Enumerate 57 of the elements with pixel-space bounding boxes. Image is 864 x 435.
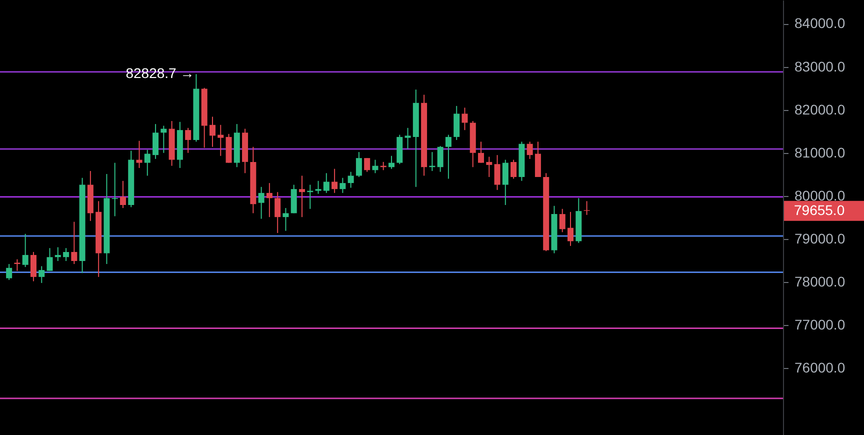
text: 79655.0 <box>794 202 845 218</box>
candlestick <box>120 180 126 209</box>
candlestick <box>54 246 61 262</box>
candlestick <box>160 125 167 154</box>
candlestick <box>298 175 305 218</box>
y-tick-label: 79000.0 <box>794 230 846 247</box>
candlestick <box>502 159 508 206</box>
candlestick <box>152 124 159 160</box>
candlestick <box>356 152 362 178</box>
candlestick <box>315 180 322 194</box>
candlestick <box>38 266 45 284</box>
y-tick-label: 76000.0 <box>794 360 846 376</box>
y-tick-label: 81000.0 <box>794 144 846 160</box>
candlestick <box>462 107 468 131</box>
candlestick <box>372 159 378 174</box>
candlestick <box>584 200 590 216</box>
candlestick <box>30 251 36 282</box>
candlestick <box>6 264 12 280</box>
candlestick <box>534 141 541 178</box>
candlestick <box>266 182 272 218</box>
candlestick <box>510 159 517 180</box>
y-tick-label: 82000.0 <box>794 101 846 118</box>
y-tick-label: 77000.0 <box>794 316 846 333</box>
candlestick <box>445 134 452 180</box>
candlestick <box>486 156 492 178</box>
candlestick <box>454 105 460 140</box>
candlestick <box>340 177 346 194</box>
candlestick <box>209 116 216 148</box>
candlestick <box>282 208 289 232</box>
candlestick <box>218 124 224 156</box>
candlestick <box>559 208 566 233</box>
y-tick-label: 83000.0 <box>794 58 846 74</box>
candlestick <box>478 141 484 164</box>
y-tick-label: 80000.0 <box>794 187 846 204</box>
candlestick <box>274 192 281 234</box>
candlestick <box>568 211 574 246</box>
candlestick <box>112 162 118 217</box>
candlestick <box>404 127 411 150</box>
candlestick <box>22 233 28 268</box>
y-tick-label: 84000.0 <box>794 15 846 32</box>
candlestick <box>14 258 20 272</box>
candlestick <box>332 168 338 194</box>
candlestick <box>364 158 370 172</box>
candlestick <box>437 146 444 172</box>
candlestick <box>144 149 150 176</box>
candlestick <box>136 140 142 168</box>
candlestick <box>185 127 192 154</box>
candlestick <box>526 141 533 160</box>
candlestick <box>63 248 70 262</box>
candlestick <box>46 248 53 272</box>
candlestick <box>71 221 78 265</box>
candlestick <box>494 154 500 190</box>
candlestick <box>388 155 394 170</box>
candlestick <box>258 186 264 220</box>
candlestick <box>323 172 330 194</box>
candlestick <box>348 171 354 188</box>
y-tick-label: 78000.0 <box>794 274 846 290</box>
